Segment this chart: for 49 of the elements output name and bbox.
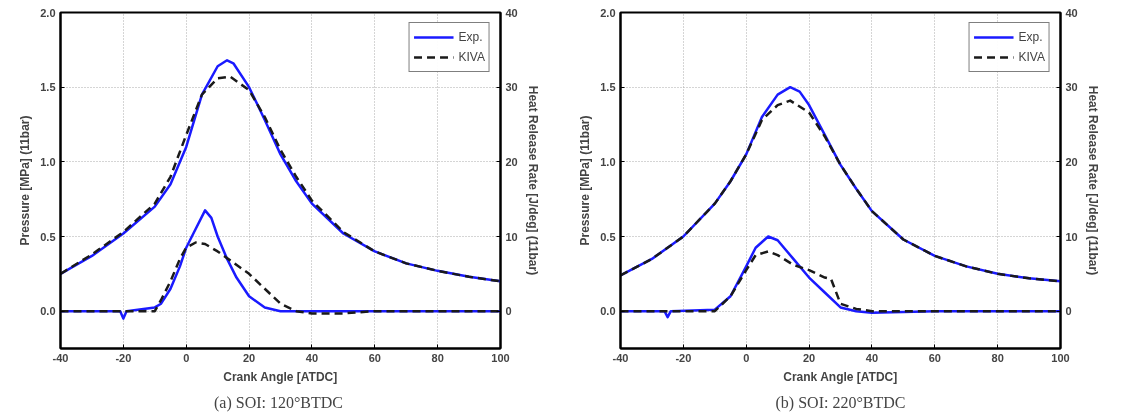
legend-label: Exp. bbox=[458, 30, 483, 44]
text: (a) SOI: 120°BTDC bbox=[213, 393, 344, 412]
x-tick-label: 20 bbox=[802, 351, 816, 364]
y2-tick-label: 20 bbox=[505, 155, 518, 168]
y2-axis-title: Heat Release Rate [J/deg] (11bar) bbox=[1085, 85, 1100, 276]
y-tick-label: 0.0 bbox=[600, 305, 616, 318]
x-tick-label: -20 bbox=[675, 351, 692, 364]
y-tick-label: 2.0 bbox=[600, 6, 616, 19]
y2-tick-label: 40 bbox=[505, 6, 518, 19]
legend-label: KIVA bbox=[458, 50, 485, 64]
y-tick-label: 1.0 bbox=[600, 155, 616, 168]
x-tick-label: 0 bbox=[743, 351, 750, 364]
y2-tick-label: 10 bbox=[505, 230, 518, 243]
y-tick-label: 0.5 bbox=[600, 230, 616, 243]
text: (b) SOI: 220°BTDC bbox=[775, 393, 906, 412]
x-tick-label: 80 bbox=[991, 351, 1004, 364]
y-tick-label: 1.5 bbox=[600, 81, 616, 94]
y-axis-title: Pressure [MPa] (11bar) bbox=[578, 115, 593, 246]
x-tick-label: 80 bbox=[431, 351, 444, 364]
x-tick-label: 40 bbox=[305, 351, 319, 364]
x-axis-title: Crank Angle [ATDC] bbox=[223, 369, 338, 384]
x-tick-label: 100 bbox=[1051, 351, 1070, 364]
y-tick-label: 2.0 bbox=[40, 6, 56, 19]
x-tick-label: -20 bbox=[115, 351, 132, 364]
y2-tick-label: 10 bbox=[1065, 230, 1078, 243]
y2-tick-label: 0 bbox=[1065, 305, 1072, 318]
x-tick-label: 0 bbox=[183, 351, 190, 364]
y-tick-label: 0.5 bbox=[40, 230, 56, 243]
y-axis-title: Pressure [MPa] (11bar) bbox=[18, 115, 33, 246]
y2-tick-label: 40 bbox=[1065, 6, 1078, 19]
y2-tick-label: 0 bbox=[505, 305, 512, 318]
x-tick-label: 100 bbox=[491, 351, 510, 364]
x-tick-label: -40 bbox=[612, 351, 629, 364]
y2-tick-label: 20 bbox=[1065, 155, 1078, 168]
y-tick-label: 0.0 bbox=[40, 305, 56, 318]
legend-label: KIVA bbox=[1018, 50, 1045, 64]
y2-axis-title: Heat Release Rate [J/deg] (11bar) bbox=[525, 85, 540, 276]
y2-tick-label: 30 bbox=[1065, 81, 1078, 94]
x-tick-label: 20 bbox=[242, 351, 256, 364]
y-tick-label: 1.0 bbox=[40, 155, 56, 168]
legend-label: Exp. bbox=[1018, 30, 1043, 44]
line-series bbox=[60, 241, 501, 315]
x-tick-label: 60 bbox=[928, 351, 941, 364]
y-tick-label: 1.5 bbox=[40, 81, 56, 94]
x-tick-label: -40 bbox=[52, 351, 69, 364]
x-tick-label: 40 bbox=[865, 351, 879, 364]
x-tick-label: 60 bbox=[368, 351, 381, 364]
y2-tick-label: 30 bbox=[505, 81, 518, 94]
x-axis-title: Crank Angle [ATDC] bbox=[783, 369, 898, 384]
